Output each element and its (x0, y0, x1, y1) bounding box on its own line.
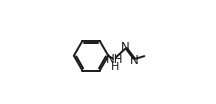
Text: N: N (121, 41, 130, 54)
Text: NH: NH (106, 53, 123, 66)
Text: N: N (130, 54, 138, 67)
Text: H: H (111, 62, 119, 72)
